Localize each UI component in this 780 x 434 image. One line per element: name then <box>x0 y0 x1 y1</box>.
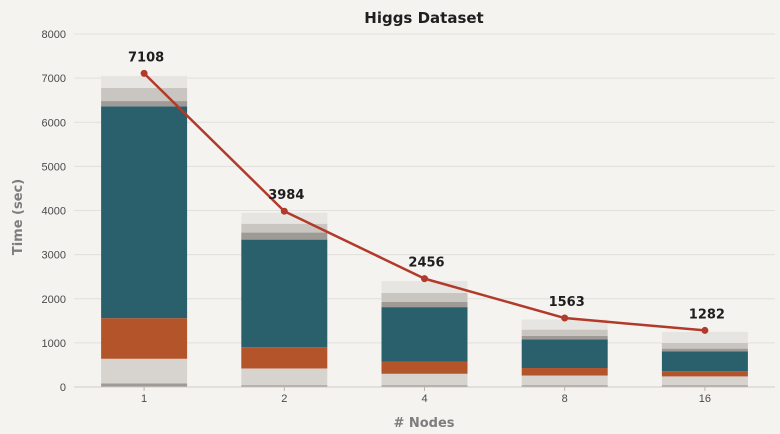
data-label: 7108 <box>128 50 164 65</box>
bar-segment <box>241 239 328 348</box>
line-point <box>280 207 288 215</box>
x-tick-label: 16 <box>699 393 711 405</box>
bar-segment <box>241 223 328 233</box>
y-tick-label: 8000 <box>42 29 66 41</box>
line-point <box>701 326 709 334</box>
y-tick-label: 1000 <box>42 338 66 350</box>
y-tick-label: 5000 <box>42 161 66 173</box>
chart-title: Higgs Dataset <box>364 9 483 27</box>
y-axis-ticks: 0 1000 2000 3000 4000 5000 6000 7000 8000 <box>42 29 66 394</box>
bar-segment <box>101 101 188 107</box>
bar-segment <box>661 385 748 387</box>
bar-segment <box>101 106 188 319</box>
bar-segment <box>521 339 608 369</box>
bar-segment <box>101 87 188 102</box>
bar-segment <box>381 361 468 374</box>
bar-segment <box>241 212 328 224</box>
bar-segment <box>241 368 328 386</box>
y-tick-label: 0 <box>60 382 66 394</box>
y-tick-label: 3000 <box>42 250 66 262</box>
x-tick-label: 2 <box>281 393 287 405</box>
bar-segment <box>381 385 468 387</box>
bar-segment <box>521 329 608 336</box>
y-axis-label: Time (sec) <box>11 179 26 255</box>
x-tick-label: 4 <box>421 393 427 405</box>
bar-segment <box>381 373 468 386</box>
line-point <box>561 314 569 322</box>
y-tick-label: 6000 <box>42 117 66 129</box>
y-tick-label: 2000 <box>42 294 66 306</box>
data-label: 1563 <box>549 295 585 310</box>
total-time-line <box>140 69 709 334</box>
bar-segment <box>661 371 748 377</box>
bar-segment <box>101 358 188 384</box>
x-axis-label: # Nodes <box>393 416 454 431</box>
bar-segment <box>101 383 188 387</box>
bar-segment <box>101 75 188 88</box>
y-tick-label: 4000 <box>42 206 66 218</box>
data-labels: 7108 3984 2456 1563 1282 <box>128 50 725 322</box>
bar-segment <box>521 319 608 330</box>
line-point <box>140 69 148 77</box>
x-tick-label: 1 <box>141 393 147 405</box>
bar-segment <box>661 376 748 386</box>
bar-segment <box>661 331 748 343</box>
bar-segment <box>521 368 608 376</box>
bar-segment <box>521 375 608 386</box>
data-label: 1282 <box>689 307 725 322</box>
bar-segment <box>381 301 468 308</box>
bar-segment <box>661 342 748 349</box>
bar-segment <box>661 348 748 352</box>
y-tick-label: 7000 <box>42 73 66 85</box>
bar-segment <box>241 347 328 369</box>
bar-segment <box>241 232 328 240</box>
line-point <box>421 275 428 283</box>
bar-segment <box>521 385 608 387</box>
bar-segment <box>241 385 328 387</box>
data-label: 2456 <box>408 256 444 271</box>
data-label: 3984 <box>268 188 304 203</box>
bar-segment <box>381 307 468 362</box>
x-tick-label: 8 <box>562 393 568 405</box>
bar-segment <box>521 335 608 340</box>
bar-segment <box>381 281 468 294</box>
x-axis-ticks: 1 2 4 8 16 <box>141 387 711 405</box>
bar-segment <box>381 293 468 302</box>
bar-segment <box>101 318 188 359</box>
bar-segment <box>661 351 748 372</box>
bars <box>101 75 748 387</box>
